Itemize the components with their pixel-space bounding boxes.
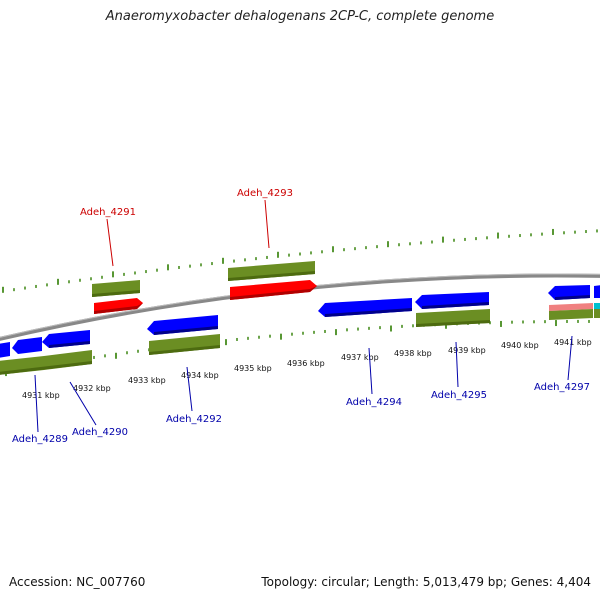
gene-label[interactable]: Adeh_4294 (346, 397, 402, 408)
gene-label[interactable]: Adeh_4292 (166, 414, 222, 425)
rna-bar-cyan[interactable] (594, 303, 600, 309)
kbp-scale: 4931 kbp 4932 kbp 4933 kbp 4934 kbp 4935 kbp… (22, 338, 592, 400)
accession-text: Accession: NC_007760 (9, 575, 146, 589)
gene-label-leader (106, 218, 114, 267)
cds-shade (154, 326, 218, 335)
gene-label-leader (69, 381, 97, 426)
reverse-gene-track (0, 285, 600, 375)
gene-label[interactable]: Adeh_4297 (534, 382, 590, 393)
gene-bar-shade (416, 320, 490, 327)
kbp-label: 4937 kbp (341, 353, 379, 362)
gene-label-leader (264, 199, 270, 249)
gene-label-leader (455, 341, 459, 388)
cds-shade (325, 308, 412, 317)
gene-bar-shade (92, 290, 140, 297)
gene-bar-shade (149, 345, 220, 355)
gene-bar-adeh-4293[interactable] (228, 261, 315, 281)
outer-tick-track (2, 228, 598, 293)
gene-label-group: Adeh_4289 Adeh_4290 Adeh_4291 Adeh_4292 Adeh… (12, 188, 590, 445)
rna-bar[interactable] (549, 303, 593, 311)
gene-label-leader (186, 366, 193, 412)
kbp-label: 4938 kbp (394, 349, 432, 358)
gene-bar-right-edge[interactable] (594, 309, 600, 318)
kbp-label: 4934 kbp (181, 371, 219, 380)
genome-summary-text: Topology: circular; Length: 5,013,479 bp… (261, 575, 591, 589)
cds-shade (49, 341, 90, 348)
gene-label[interactable]: Adeh_4289 (12, 434, 68, 445)
gene-bar-adeh-4297[interactable] (549, 309, 593, 320)
cds-arrow-shade (230, 286, 317, 300)
cds-arrow-adeh-4289[interactable] (12, 337, 42, 354)
gene-bar-shade (228, 271, 315, 281)
kbp-label: 4933 kbp (128, 376, 166, 385)
forward-gene-track (92, 261, 317, 314)
kbp-label: 4939 kbp (448, 346, 486, 355)
gene-label-leader (567, 335, 573, 381)
kbp-label: 4931 kbp (22, 391, 60, 400)
gene-label[interactable]: Adeh_4291 (80, 207, 136, 218)
kbp-label: 4932 kbp (73, 384, 111, 393)
gene-label[interactable]: Adeh_4295 (431, 390, 487, 401)
kbp-label: 4935 kbp (234, 364, 272, 373)
kbp-label: 4941 kbp (554, 338, 592, 347)
cds-shade (422, 302, 489, 309)
gene-label-leader (34, 374, 39, 433)
cds-arrow-shade (94, 303, 143, 314)
cds-arrow-left-1[interactable] (0, 342, 10, 358)
cds-shade (555, 295, 590, 300)
map-title: Anaeromyxobacter dehalogenans 2CP-C, com… (105, 9, 495, 24)
gene-label[interactable]: Adeh_4290 (72, 427, 128, 438)
gene-label[interactable]: Adeh_4293 (237, 188, 293, 199)
cds-arrow-right-edge[interactable] (594, 285, 600, 298)
gene-bar-shade (0, 361, 92, 375)
kbp-label: 4940 kbp (501, 341, 539, 350)
kbp-label: 4936 kbp (287, 359, 325, 368)
gene-label-leader (368, 347, 373, 395)
